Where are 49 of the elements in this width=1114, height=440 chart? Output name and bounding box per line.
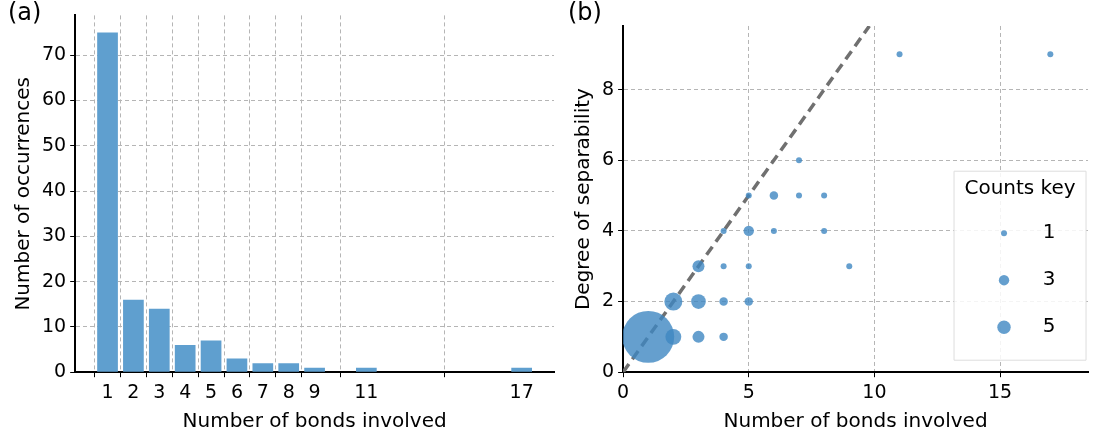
chart-title: (b): [568, 0, 602, 27]
legend-label: 3: [1042, 266, 1056, 291]
x-tick-label: 9: [308, 379, 321, 402]
x-tick-label: 17: [509, 379, 534, 402]
x-tick-label: 0: [617, 379, 630, 402]
x-tick-label: 6: [230, 379, 243, 402]
x-axis-title: Number of bonds involved: [723, 408, 988, 433]
x-tick-label: 10: [862, 379, 887, 402]
bar: [226, 358, 248, 372]
x-tick-label: 2: [127, 379, 140, 402]
y-tick-label: 4: [601, 217, 615, 240]
legend-label: 1: [1042, 219, 1056, 244]
x-tick-label: 1: [101, 379, 114, 402]
bar: [356, 367, 377, 372]
y-tick-label: 0: [54, 359, 67, 382]
y-tick-label: 40: [41, 178, 67, 201]
bar: [148, 308, 170, 372]
bar: [123, 299, 144, 372]
chart-title: (a): [8, 0, 42, 27]
y-tick-label: 2: [601, 288, 615, 311]
bar: [278, 363, 300, 372]
y-tick-label: 30: [41, 223, 67, 246]
y-tick-label: 0: [601, 359, 615, 382]
y-axis-title: Degree of separability: [570, 87, 595, 311]
x-tick-label: 8: [282, 379, 295, 402]
bar: [252, 363, 274, 372]
x-tick-label: 4: [179, 379, 192, 402]
y-tick-label: 6: [601, 147, 615, 170]
x-tick-label: 11: [354, 379, 379, 402]
bar: [174, 345, 196, 372]
x-tick-label: 3: [153, 379, 166, 402]
y-tick-label: 20: [41, 268, 67, 291]
bar: [304, 367, 325, 372]
x-tick-label: 5: [742, 379, 755, 402]
legend-label: 5: [1042, 313, 1056, 338]
legend-title: Counts key: [964, 175, 1076, 200]
y-tick-label: 50: [41, 132, 67, 155]
y-axis-title: Number of occurrences: [10, 77, 35, 311]
bar: [97, 32, 118, 372]
bar: [511, 367, 532, 372]
y-tick-label: 10: [41, 313, 67, 336]
x-axis-title: Number of bonds involved: [182, 408, 447, 433]
x-tick-label: 15: [987, 379, 1013, 402]
y-tick-label: 70: [41, 42, 67, 65]
y-tick-label: 60: [41, 87, 67, 110]
y-tick-label: 8: [601, 76, 615, 99]
x-tick-label: 5: [205, 379, 218, 402]
bar: [200, 340, 222, 372]
x-tick-label: 7: [256, 379, 269, 402]
